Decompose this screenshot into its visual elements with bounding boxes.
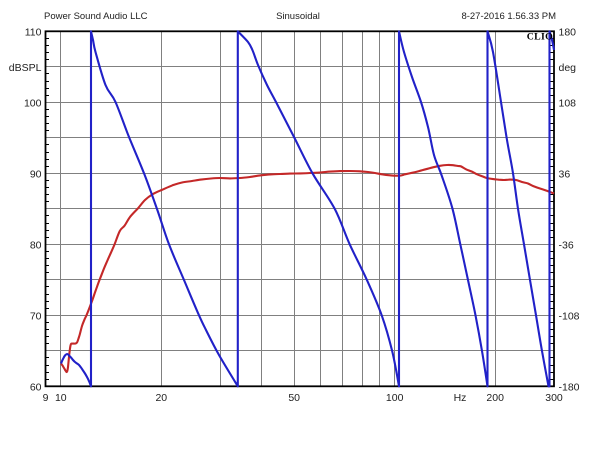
svg-text:dBSPL: dBSPL <box>9 62 42 74</box>
svg-text:300: 300 <box>545 392 563 404</box>
svg-text:-180: -180 <box>559 381 580 393</box>
svg-text:200: 200 <box>486 392 504 404</box>
svg-text:60: 60 <box>30 381 42 393</box>
svg-text:-36: -36 <box>559 239 574 251</box>
svg-text:180: 180 <box>559 26 577 38</box>
svg-text:110: 110 <box>25 26 42 38</box>
svg-text:8-27-2016 1.56.33 PM: 8-27-2016 1.56.33 PM <box>461 11 556 22</box>
svg-text:Sinusoidal: Sinusoidal <box>276 11 320 22</box>
svg-text:100: 100 <box>24 97 42 109</box>
svg-text:9: 9 <box>43 392 49 404</box>
svg-text:deg: deg <box>559 62 577 74</box>
svg-text:36: 36 <box>559 168 571 180</box>
svg-text:10: 10 <box>55 392 67 404</box>
svg-text:Power Sound Audio LLC: Power Sound Audio LLC <box>44 11 148 22</box>
svg-text:90: 90 <box>30 168 42 180</box>
svg-text:80: 80 <box>30 239 42 251</box>
svg-text:Hz: Hz <box>454 392 467 404</box>
svg-text:20: 20 <box>155 392 167 404</box>
svg-text:108: 108 <box>559 97 577 109</box>
svg-text:70: 70 <box>30 310 42 322</box>
svg-text:CLIO: CLIO <box>527 32 553 43</box>
svg-text:-108: -108 <box>559 310 580 322</box>
svg-text:50: 50 <box>288 392 300 404</box>
svg-text:100: 100 <box>386 392 404 404</box>
